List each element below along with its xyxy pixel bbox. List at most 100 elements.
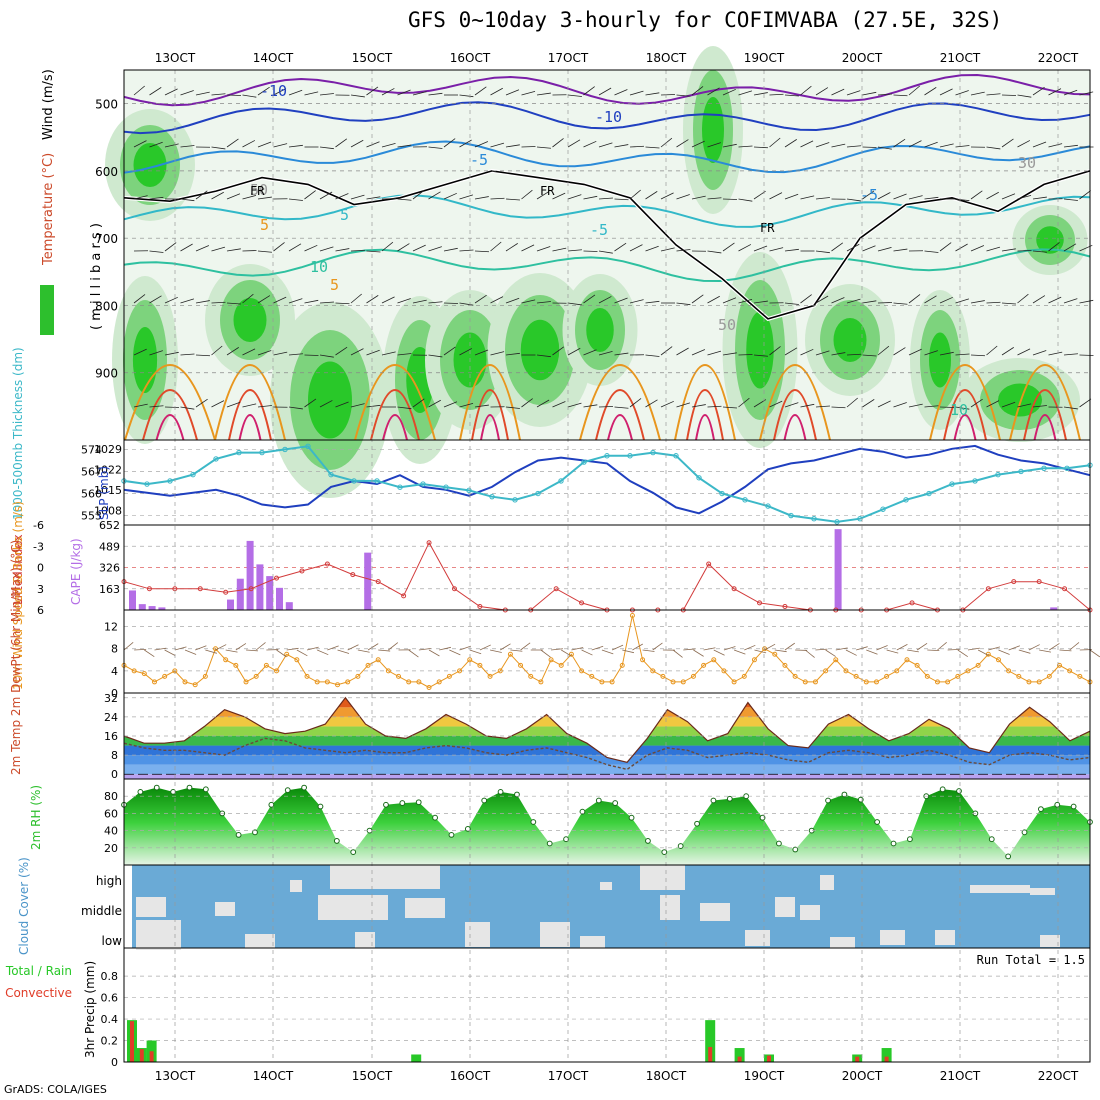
surface-wind-barb [571,647,584,651]
wind-barb [676,402,691,408]
wind-barb [366,404,381,408]
wind-speed-point [141,671,147,677]
contour-label: 50 [250,181,268,199]
lifted-index-point [553,586,559,592]
wind-speed-point [487,673,493,679]
wind-barb [846,90,861,96]
surface-wind-barb [195,645,207,651]
cape-tick-label: 489 [99,540,120,553]
wind-barb [955,198,970,202]
wind-barb [443,247,458,252]
wind-barb [986,400,1000,408]
surface-wind-barb [235,643,247,651]
lifted-index-point [579,600,585,606]
wind-barb [257,405,272,408]
wind-barb [459,139,472,148]
wind-barb [893,248,908,252]
wind-barb [939,296,953,304]
wind-barb [397,406,412,410]
wind-speed-point [934,679,940,685]
wind-barb [1063,298,1078,304]
surface-wind-barb [611,644,624,651]
wind-barb [598,350,613,356]
wind-barb [459,249,474,252]
wind-barb [598,87,612,96]
surface-wind-barb [154,647,167,651]
warm-contour [674,364,736,441]
pressure-tick-label: 600 [95,165,118,179]
warm-contour [228,389,272,441]
wind-barb [629,189,641,200]
temperature-band [124,736,1090,746]
wind-speed-point [406,679,412,685]
surface-wind-barb [449,649,461,656]
contour-label: FR [540,184,555,198]
wind-speed-point [772,651,778,657]
wind-barb [1079,91,1094,96]
wind-speed-point [152,679,158,685]
surface-wind-barb [967,647,980,651]
wind-barb [257,250,272,253]
wind-barb [319,301,334,304]
warm-contour [759,364,831,441]
wind-barb [645,191,658,200]
wind-barb [149,295,162,304]
wind-barb [893,402,907,408]
wind-barb [1032,86,1045,96]
warm-contour [929,364,1001,441]
lifted-tick-label: -6 [33,519,44,532]
wind-barb [428,354,443,358]
surface-wind-barb [581,649,593,656]
wind-barb [273,351,288,356]
wind-barb [862,190,875,200]
wind-barb [691,294,704,304]
wind-barb [366,86,379,96]
cape-axis-label: CAPE (J/kg) [69,538,83,605]
cloud-block [290,880,302,892]
thickness-point [604,453,610,459]
wind-barb [288,144,303,148]
wind-barb [1017,403,1032,408]
wind-speed-point [304,673,310,679]
wind-speed-point [426,684,432,690]
wind-barb [924,350,938,356]
wind-barb [629,145,645,148]
wind-speed-point [253,673,259,679]
wind-barb [195,354,211,357]
warm-contour [1009,364,1081,441]
wind-barb [350,403,365,408]
wind-barb [304,244,318,252]
cloud-block [430,880,440,888]
wind-barb [800,195,815,200]
surface-wind-barb [825,649,836,657]
surface-wind-barb [174,646,187,651]
wind-barb [645,92,660,96]
cape-bar [834,529,842,610]
temperature-band [124,716,1090,727]
wind-speed-point [446,673,452,679]
thickness-point [765,503,771,509]
cloud-block [880,930,905,945]
wind-barb [1032,250,1047,253]
wind-barb [645,146,660,149]
wind-speed-point [355,673,361,679]
wind-barb [397,243,410,252]
wind-speed-point [965,668,971,674]
wind-barb [164,351,179,356]
isotherm-line [123,194,1091,228]
wind-barb [614,89,628,96]
wind-barb [257,295,271,304]
wind-barb [939,88,953,96]
wind-barb [629,244,643,252]
rh-point [1037,806,1044,812]
wind-barb [226,248,241,252]
wind-barb [753,146,769,149]
cloud-block [330,865,440,889]
wind-barb [521,299,536,304]
temp-tick-label: 24 [104,711,118,724]
surface-wind-barb [693,649,704,657]
wind-barb [397,144,412,148]
surface-wind-barb [134,648,147,651]
wind-barb [831,297,845,304]
wind-barb [459,302,474,306]
